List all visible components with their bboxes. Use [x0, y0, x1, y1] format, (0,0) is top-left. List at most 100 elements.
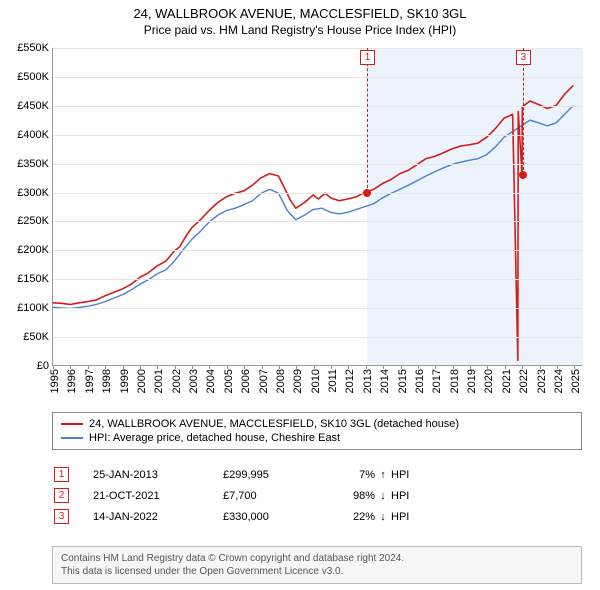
event-marker-box: 3 [516, 50, 531, 65]
event-number-box: 1 [54, 467, 69, 482]
x-tick-label: 2003 [188, 369, 200, 393]
y-tick-label: £550K [17, 42, 49, 54]
event-price: £7,700 [223, 490, 333, 502]
header: 24, WALLBROOK AVENUE, MACCLESFIELD, SK10… [0, 0, 600, 37]
y-tick-label: £400K [17, 129, 49, 141]
legend-swatch [61, 423, 83, 425]
event-pct: 22% [333, 511, 375, 523]
x-tick-label: 2005 [223, 369, 235, 393]
x-tick-label: 2017 [431, 369, 443, 393]
event-price: £330,000 [223, 511, 333, 523]
chart-area: £0£50K£100K£150K£200K£250K£300K£350K£400… [52, 48, 582, 366]
event-number-box: 3 [54, 509, 69, 524]
event-row: 1 25-JAN-2013£299,9957%↑HPI [52, 464, 582, 485]
event-number-box: 2 [54, 488, 69, 503]
y-gridline [53, 48, 582, 49]
y-gridline [53, 250, 582, 251]
x-tick-label: 2023 [536, 369, 548, 393]
chart-title: 24, WALLBROOK AVENUE, MACCLESFIELD, SK10… [0, 6, 600, 21]
event-vline [367, 48, 368, 193]
event-arrow-icon: ↓ [375, 511, 391, 523]
legend-item: 24, WALLBROOK AVENUE, MACCLESFIELD, SK10… [61, 417, 573, 431]
event-date: 25-JAN-2013 [93, 469, 223, 481]
line-svg [53, 48, 582, 365]
y-tick-label: £450K [17, 100, 49, 112]
y-tick-label: £50K [23, 331, 49, 343]
legend-item: HPI: Average price, detached house, Ches… [61, 431, 573, 445]
y-gridline [53, 135, 582, 136]
event-dot [519, 171, 527, 179]
y-gridline [53, 279, 582, 280]
legend-label: HPI: Average price, detached house, Ches… [89, 432, 340, 444]
x-tick-label: 2025 [570, 369, 582, 393]
event-arrow-icon: ↓ [375, 490, 391, 502]
x-tick-label: 2022 [518, 369, 530, 393]
legend: 24, WALLBROOK AVENUE, MACCLESFIELD, SK10… [52, 412, 582, 450]
x-tick-label: 2006 [240, 369, 252, 393]
chart-subtitle: Price paid vs. HM Land Registry's House … [0, 23, 600, 37]
y-gridline [53, 337, 582, 338]
x-tick-label: 2016 [414, 369, 426, 393]
x-tick-label: 2015 [397, 369, 409, 393]
attribution-footer: Contains HM Land Registry data © Crown c… [52, 546, 582, 584]
y-gridline [53, 164, 582, 165]
chart-container: 24, WALLBROOK AVENUE, MACCLESFIELD, SK10… [0, 0, 600, 590]
y-gridline [53, 308, 582, 309]
x-tick-label: 1996 [66, 369, 78, 393]
y-gridline [53, 106, 582, 107]
event-hpi-label: HPI [391, 490, 582, 502]
x-tick-label: 2009 [292, 369, 304, 393]
x-tick-label: 2007 [258, 369, 270, 393]
x-tick-label: 2014 [379, 369, 391, 393]
y-tick-label: £0 [37, 360, 49, 372]
event-pct: 7% [333, 469, 375, 481]
x-tick-label: 2020 [483, 369, 495, 393]
y-tick-label: £100K [17, 302, 49, 314]
x-tick-label: 2018 [449, 369, 461, 393]
x-tick-label: 1999 [119, 369, 131, 393]
y-tick-label: £150K [17, 273, 49, 285]
x-tick-label: 2021 [501, 369, 513, 393]
event-dot [363, 189, 371, 197]
x-tick-label: 2008 [275, 369, 287, 393]
x-tick-label: 2012 [344, 369, 356, 393]
y-gridline [53, 221, 582, 222]
x-tick-label: 2013 [362, 369, 374, 393]
event-row: 2 21-OCT-2021£7,70098%↓HPI [52, 485, 582, 506]
y-gridline [53, 193, 582, 194]
y-tick-label: £500K [17, 71, 49, 83]
event-hpi-label: HPI [391, 469, 582, 481]
event-price: £299,995 [223, 469, 333, 481]
plot-area: £0£50K£100K£150K£200K£250K£300K£350K£400… [52, 48, 582, 366]
series-line-hpi [53, 106, 573, 309]
footer-line-1: Contains HM Land Registry data © Crown c… [61, 552, 573, 565]
series-line-property [53, 85, 573, 360]
event-date: 21-OCT-2021 [93, 490, 223, 502]
y-tick-label: £350K [17, 158, 49, 170]
x-tick-label: 2002 [171, 369, 183, 393]
y-tick-label: £300K [17, 187, 49, 199]
event-vline [523, 48, 524, 175]
event-hpi-label: HPI [391, 511, 582, 523]
x-tick-label: 1998 [101, 369, 113, 393]
x-tick-label: 2010 [310, 369, 322, 393]
x-tick-label: 1995 [49, 369, 61, 393]
event-row: 3 14-JAN-2022£330,00022%↓HPI [52, 506, 582, 527]
x-tick-label: 2024 [553, 369, 565, 393]
x-tick-label: 2001 [153, 369, 165, 393]
x-tick-label: 1997 [84, 369, 96, 393]
x-tick-label: 2000 [136, 369, 148, 393]
x-tick-label: 2011 [327, 369, 339, 393]
event-arrow-icon: ↑ [375, 469, 391, 481]
x-tick-label: 2004 [205, 369, 217, 393]
events-table: 125-JAN-2013£299,9957%↑HPI221-OCT-2021£7… [52, 464, 582, 527]
event-pct: 98% [333, 490, 375, 502]
legend-label: 24, WALLBROOK AVENUE, MACCLESFIELD, SK10… [89, 418, 459, 430]
event-marker-box: 1 [360, 50, 375, 65]
legend-swatch [61, 437, 83, 439]
footer-line-2: This data is licensed under the Open Gov… [61, 565, 573, 578]
y-tick-label: £250K [17, 215, 49, 227]
event-date: 14-JAN-2022 [93, 511, 223, 523]
y-gridline [53, 77, 582, 78]
x-tick-label: 2019 [466, 369, 478, 393]
